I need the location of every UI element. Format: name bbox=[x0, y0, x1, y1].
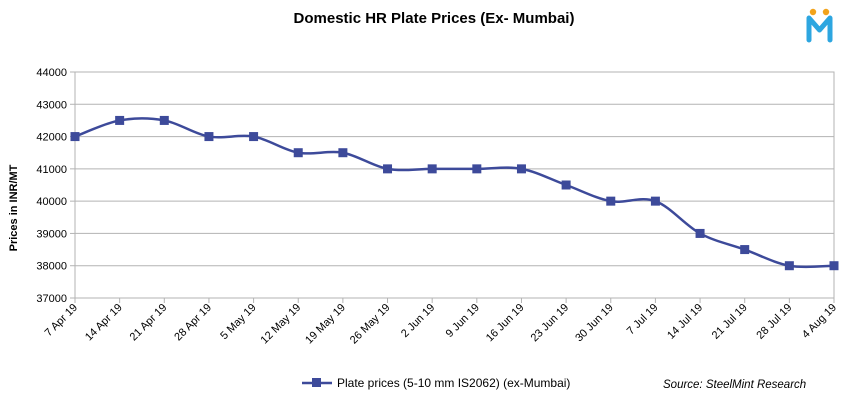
x-tick-label: 9 Jun 19 bbox=[444, 302, 482, 340]
y-tick-label: 40000 bbox=[36, 196, 67, 208]
x-axis-ticks: 7 Apr 19 14 Apr 19 21 Apr 19 28 Apr 19 5 May… bbox=[43, 298, 839, 346]
data-point bbox=[115, 115, 125, 125]
y-axis-ticks: 37000 38000 39000 40000 41000 42000 43000 44000 bbox=[36, 67, 75, 305]
x-tick-label: 26 May 19 bbox=[348, 302, 393, 347]
y-tick-label: 41000 bbox=[36, 164, 67, 176]
data-point bbox=[740, 245, 750, 255]
data-point bbox=[516, 164, 526, 174]
legend-label: Plate prices (5-10 mm IS2062) (ex-Mumbai… bbox=[337, 376, 570, 390]
y-tick-label: 38000 bbox=[36, 261, 67, 273]
x-tick-label: 14 Jul 19 bbox=[665, 302, 705, 342]
y-tick-label: 37000 bbox=[36, 293, 67, 305]
data-point bbox=[204, 132, 214, 142]
x-tick-label: 23 Jun 19 bbox=[529, 302, 572, 345]
data-point bbox=[561, 180, 571, 190]
data-point bbox=[159, 115, 169, 125]
series-line bbox=[74, 117, 835, 269]
y-tick-label: 42000 bbox=[36, 132, 67, 144]
y-tick-label: 43000 bbox=[36, 99, 67, 111]
x-tick-label: 12 May 19 bbox=[259, 302, 304, 347]
legend: Plate prices (5-10 mm IS2062) (ex-Mumbai… bbox=[302, 376, 570, 390]
x-tick-label: 14 Apr 19 bbox=[83, 302, 125, 344]
data-point bbox=[829, 261, 839, 271]
logo-letter-icon bbox=[806, 15, 833, 43]
data-point bbox=[70, 132, 80, 142]
source-note: Source: SteelMint Research bbox=[663, 379, 806, 391]
gridlines bbox=[75, 71, 834, 299]
data-point bbox=[606, 196, 616, 206]
data-point bbox=[472, 164, 482, 174]
x-tick-label: 7 Apr 19 bbox=[43, 302, 80, 339]
x-tick-label: 16 Jun 19 bbox=[484, 302, 527, 345]
data-point bbox=[650, 196, 660, 206]
data-point bbox=[249, 132, 259, 142]
x-tick-label: 28 Jul 19 bbox=[754, 302, 794, 342]
chart-title: Domestic HR Plate Prices (Ex- Mumbai) bbox=[294, 10, 575, 27]
logo-dot-left bbox=[809, 8, 817, 16]
data-point bbox=[784, 261, 794, 271]
y-tick-label: 44000 bbox=[36, 67, 67, 79]
x-tick-label: 21 Apr 19 bbox=[128, 302, 170, 344]
y-axis-label: Prices in INR/MT bbox=[8, 164, 20, 251]
plot-area bbox=[74, 71, 835, 299]
x-tick-label: 4 Aug 19 bbox=[800, 302, 839, 341]
data-point bbox=[293, 148, 303, 158]
x-tick-label: 19 May 19 bbox=[303, 302, 348, 347]
data-point bbox=[338, 148, 348, 158]
legend-marker-icon bbox=[312, 378, 321, 387]
x-tick-label: 7 Jul 19 bbox=[625, 302, 661, 338]
data-point bbox=[427, 164, 437, 174]
steelmint-logo bbox=[806, 8, 833, 43]
y-tick-label: 39000 bbox=[36, 228, 67, 240]
data-point bbox=[695, 228, 705, 238]
x-tick-label: 5 May 19 bbox=[218, 302, 258, 342]
data-point bbox=[383, 164, 393, 174]
x-tick-label: 21 Jul 19 bbox=[710, 302, 750, 342]
logo-dot-right bbox=[822, 8, 830, 16]
series-layer bbox=[70, 115, 839, 271]
x-tick-label: 2 Jun 19 bbox=[399, 302, 437, 340]
x-tick-label: 28 Apr 19 bbox=[172, 302, 214, 344]
x-tick-label: 30 Jun 19 bbox=[573, 302, 616, 345]
